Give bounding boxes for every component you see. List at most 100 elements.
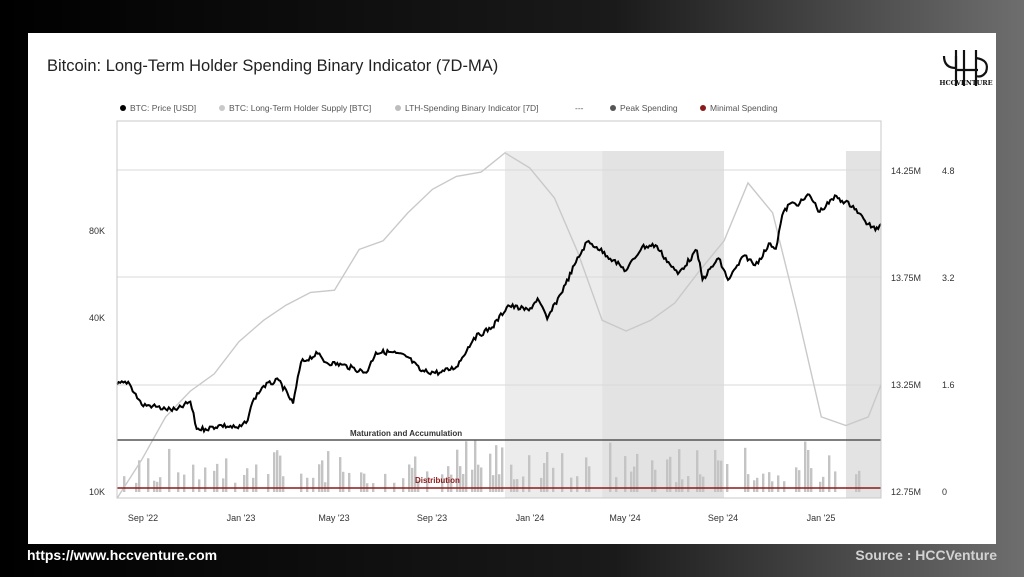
spending-bar bbox=[273, 452, 276, 492]
y-mid-tick-label: 13.75M bbox=[891, 273, 921, 283]
legend-dot-icon bbox=[120, 104, 126, 111]
spending-bar bbox=[588, 466, 591, 492]
legend-item-btc-price[interactable]: BTC: Price [USD] bbox=[120, 103, 196, 113]
spending-bar bbox=[306, 477, 309, 492]
spending-bar bbox=[447, 466, 450, 492]
spending-bar bbox=[222, 478, 225, 492]
spending-bar bbox=[552, 467, 555, 492]
spending-bar bbox=[561, 453, 564, 492]
spending-bar bbox=[570, 477, 573, 492]
x-tick-label: Sep '24 bbox=[708, 513, 738, 523]
spending-bar bbox=[411, 467, 414, 492]
spending-bar bbox=[408, 464, 411, 492]
chart-title: Bitcoin: Long-Term Holder Spending Binar… bbox=[47, 57, 499, 75]
x-tick-label: Jan '24 bbox=[516, 513, 545, 523]
spending-bar bbox=[402, 478, 405, 492]
spending-bar bbox=[426, 471, 429, 492]
y-left-tick-label: 80K bbox=[89, 226, 105, 236]
logo-text: HCCVENTURE bbox=[939, 79, 993, 87]
spending-bar bbox=[246, 468, 249, 492]
spending-bar bbox=[480, 467, 483, 492]
spending-bar bbox=[348, 472, 351, 492]
spending-bar bbox=[318, 464, 321, 492]
spending-bar bbox=[651, 460, 654, 492]
spending-bar bbox=[324, 482, 327, 492]
shaded-period bbox=[602, 151, 725, 498]
hccventure-logo-icon bbox=[942, 50, 988, 86]
spending-bar bbox=[312, 477, 315, 492]
y-right-tick-label: 3.2 bbox=[942, 273, 955, 283]
y-left-tick-label: 40K bbox=[89, 313, 105, 323]
spending-bar bbox=[777, 475, 780, 492]
spending-bar bbox=[414, 456, 417, 492]
spending-bar bbox=[267, 474, 270, 492]
spending-bar bbox=[477, 464, 480, 492]
spending-bar bbox=[744, 447, 747, 492]
spending-bar bbox=[666, 459, 669, 492]
spending-bar bbox=[585, 457, 588, 492]
spending-bar bbox=[243, 474, 246, 492]
x-tick-label: Jan '23 bbox=[227, 513, 256, 523]
spending-bar bbox=[489, 453, 492, 492]
spending-bar bbox=[216, 463, 219, 492]
spending-bar bbox=[456, 449, 459, 492]
spending-bar bbox=[717, 460, 720, 492]
spending-bar bbox=[798, 470, 801, 492]
spending-bar bbox=[279, 455, 282, 492]
legend-dot-icon bbox=[700, 104, 706, 111]
legend-item-lth-spending[interactable]: LTH-Spending Binary Indicator [7D] bbox=[395, 103, 539, 113]
spending-bar bbox=[360, 472, 363, 492]
spending-bar bbox=[213, 470, 216, 492]
spending-bar bbox=[276, 450, 279, 492]
legend-dot-icon bbox=[219, 104, 225, 111]
legend-dot-icon bbox=[395, 104, 401, 111]
spending-bar bbox=[459, 466, 462, 492]
spending-bar bbox=[183, 474, 186, 492]
spending-bar bbox=[807, 449, 810, 492]
legend-item-peak-spending[interactable]: Peak Spending bbox=[610, 103, 678, 113]
annotation-maturation: Maturation and Accumulation bbox=[350, 429, 462, 438]
y-right-tick-label: 4.8 bbox=[942, 166, 955, 176]
y-right-tick-label: 0 bbox=[942, 487, 947, 497]
spending-bar bbox=[321, 460, 324, 492]
legend-item-dashes: --- bbox=[575, 103, 584, 113]
spending-bar bbox=[753, 480, 756, 492]
spending-bar bbox=[528, 455, 531, 492]
spending-bar bbox=[678, 449, 681, 492]
spending-bar bbox=[819, 481, 822, 492]
legend-item-lth-supply[interactable]: BTC: Long-Term Holder Supply [BTC] bbox=[219, 103, 371, 113]
spending-bar bbox=[342, 471, 345, 492]
spending-bar bbox=[795, 467, 798, 492]
spending-bar bbox=[543, 463, 546, 492]
x-tick-label: Sep '23 bbox=[417, 513, 447, 523]
spending-bar bbox=[696, 450, 699, 492]
series-btc-price bbox=[116, 193, 882, 434]
spending-bar bbox=[282, 476, 285, 492]
legend-item-minimal-spending[interactable]: Minimal Spending bbox=[700, 103, 778, 113]
spending-bar bbox=[204, 467, 207, 492]
legend-dot-icon bbox=[610, 104, 616, 111]
spending-bar bbox=[138, 460, 141, 492]
spending-bar bbox=[339, 457, 342, 492]
x-tick-label: Jan '25 bbox=[807, 513, 836, 523]
spending-bar bbox=[192, 464, 195, 492]
spending-bar bbox=[495, 445, 498, 492]
spending-bar bbox=[441, 474, 444, 492]
spending-bar bbox=[147, 458, 150, 492]
spending-bar bbox=[762, 473, 765, 492]
shaded-period bbox=[845, 151, 881, 498]
y-mid-tick-label: 13.25M bbox=[891, 380, 921, 390]
spending-bar bbox=[471, 469, 474, 492]
footer-url[interactable]: https://www.hccventure.com bbox=[27, 547, 218, 563]
spending-bar bbox=[858, 470, 861, 492]
spending-bar bbox=[720, 460, 723, 492]
spending-bar bbox=[501, 447, 504, 492]
spending-bar bbox=[540, 477, 543, 492]
chart-panel: Bitcoin: Long-Term Holder Spending Binar… bbox=[28, 33, 996, 544]
spending-bar bbox=[123, 476, 126, 492]
spending-bar bbox=[726, 464, 729, 492]
annotation-distribution: Distribution bbox=[415, 476, 460, 485]
spending-bar bbox=[687, 476, 690, 492]
spending-bar bbox=[363, 473, 366, 492]
y-right-tick-label: 1.6 bbox=[942, 380, 955, 390]
